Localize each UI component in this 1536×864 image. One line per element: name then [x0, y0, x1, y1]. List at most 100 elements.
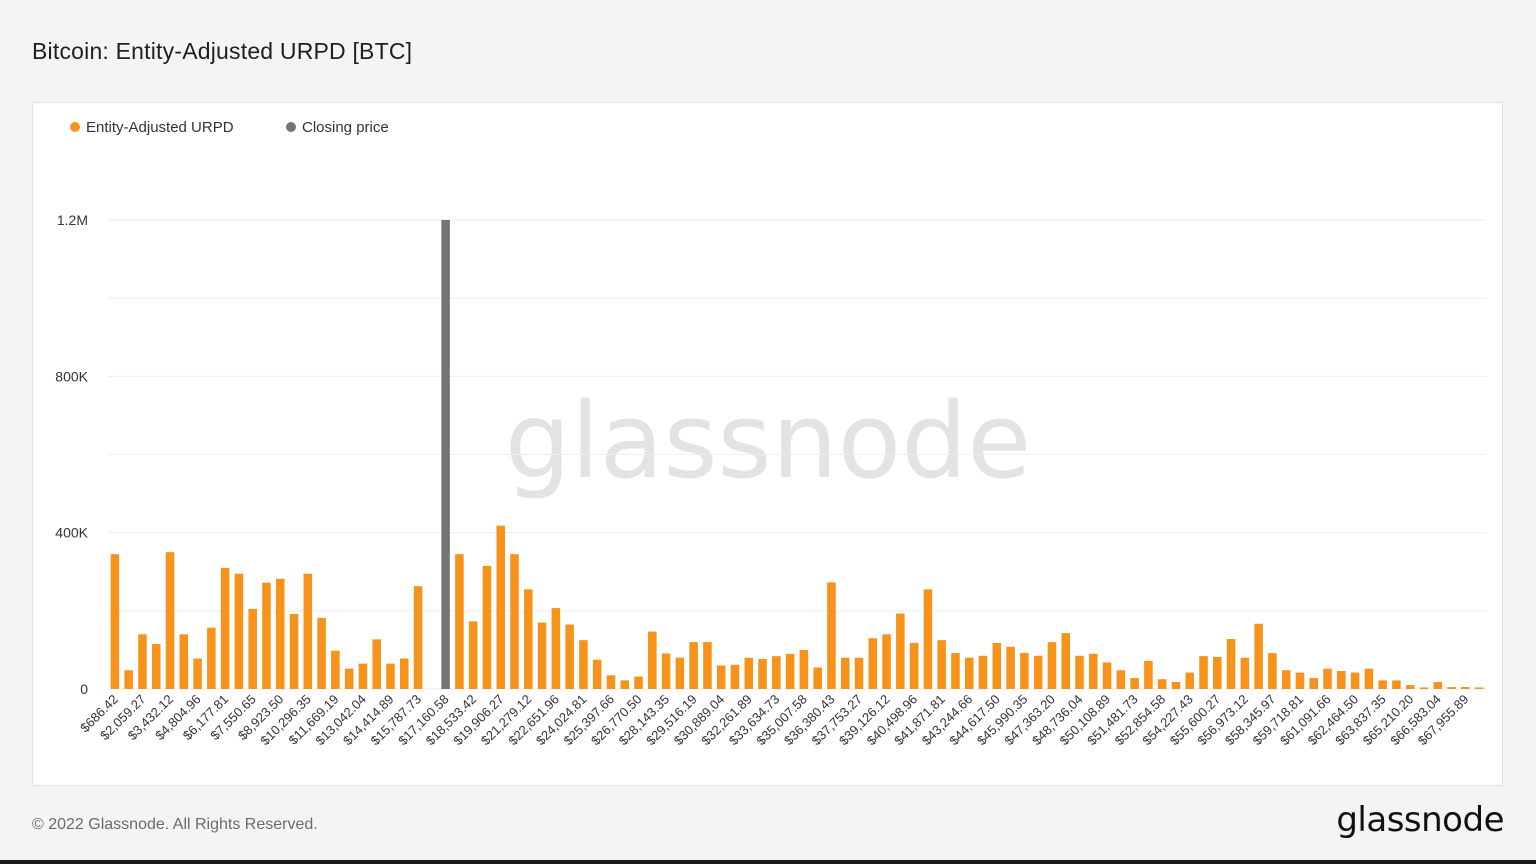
urpd-bar[interactable] [399, 658, 409, 689]
urpd-bar[interactable] [744, 657, 754, 689]
urpd-bar[interactable] [923, 589, 933, 689]
urpd-bar[interactable] [840, 657, 850, 689]
urpd-bar[interactable] [716, 665, 726, 689]
urpd-bar[interactable] [303, 573, 313, 689]
urpd-bar[interactable] [165, 552, 175, 689]
urpd-bar[interactable] [289, 613, 299, 689]
urpd-bar[interactable] [606, 675, 616, 689]
urpd-bar[interactable] [1102, 662, 1112, 689]
closing-price-bar[interactable] [441, 220, 450, 689]
urpd-bar[interactable] [1378, 680, 1387, 689]
urpd-bar[interactable] [331, 650, 340, 689]
urpd-bar[interactable] [1006, 646, 1015, 689]
urpd-bar[interactable] [758, 658, 767, 689]
urpd-bar[interactable] [537, 622, 547, 689]
urpd-bar[interactable] [482, 565, 492, 689]
urpd-bar[interactable] [661, 653, 671, 689]
urpd-bar[interactable] [1226, 638, 1236, 689]
urpd-bar[interactable] [978, 655, 988, 689]
urpd-bar[interactable] [1033, 655, 1043, 689]
urpd-bar[interactable] [634, 676, 643, 689]
urpd-bar[interactable] [262, 582, 271, 689]
urpd-bar[interactable] [772, 656, 781, 689]
urpd-bar[interactable] [151, 644, 161, 689]
urpd-bar[interactable] [1405, 685, 1415, 689]
urpd-bar[interactable] [1461, 687, 1470, 689]
urpd-bar[interactable] [1419, 687, 1429, 689]
urpd-bar[interactable] [1295, 672, 1305, 689]
urpd-bar[interactable] [1309, 678, 1319, 689]
urpd-bar[interactable] [358, 663, 368, 689]
urpd-bar[interactable] [937, 640, 946, 689]
urpd-bar[interactable] [909, 642, 919, 689]
urpd-bar[interactable] [138, 634, 147, 689]
urpd-bar[interactable] [124, 670, 133, 689]
urpd-bar[interactable] [1185, 672, 1195, 689]
urpd-bar[interactable] [234, 573, 244, 689]
urpd-bar[interactable] [1020, 653, 1029, 689]
urpd-bar[interactable] [703, 642, 712, 689]
urpd-bar[interactable] [648, 631, 657, 689]
urpd-bar[interactable] [827, 582, 836, 689]
urpd-bar[interactable] [565, 624, 574, 689]
urpd-bar[interactable] [675, 657, 685, 689]
urpd-bar[interactable] [1474, 687, 1484, 689]
urpd-bar[interactable] [1075, 655, 1084, 689]
legend-item-closing-price[interactable]: Closing price [286, 119, 389, 136]
urpd-bar[interactable] [992, 642, 1002, 689]
urpd-bar[interactable] [1047, 642, 1057, 689]
urpd-bar[interactable] [620, 680, 630, 689]
urpd-bar[interactable] [344, 668, 354, 689]
urpd-bar[interactable] [275, 578, 285, 689]
urpd-bar[interactable] [1171, 681, 1181, 689]
urpd-bar[interactable] [1433, 681, 1443, 689]
urpd-bar[interactable] [964, 657, 974, 689]
urpd-bar[interactable] [1061, 633, 1070, 689]
urpd-bar[interactable] [813, 667, 822, 689]
urpd-bar[interactable] [785, 653, 795, 689]
urpd-bar[interactable] [896, 613, 905, 689]
urpd-bar[interactable] [730, 664, 740, 689]
urpd-bar[interactable] [1281, 670, 1291, 689]
legend-item-urpd[interactable]: Entity-Adjusted URPD [70, 119, 234, 136]
urpd-bar[interactable] [1130, 678, 1139, 689]
urpd-bar[interactable] [882, 634, 891, 689]
urpd-bar[interactable] [193, 658, 202, 689]
urpd-bar[interactable] [1254, 623, 1263, 689]
urpd-bar[interactable] [1447, 687, 1456, 689]
glassnode-logo[interactable]: glassnode [1336, 800, 1504, 840]
urpd-bar[interactable] [386, 663, 395, 689]
urpd-bar[interactable] [110, 554, 120, 689]
urpd-bar[interactable] [592, 659, 602, 689]
urpd-bar[interactable] [468, 621, 478, 689]
urpd-bar[interactable] [1268, 653, 1277, 689]
urpd-bar[interactable] [1144, 660, 1153, 689]
urpd-bar[interactable] [220, 567, 230, 689]
urpd-bar[interactable] [1240, 657, 1250, 689]
urpd-bar[interactable] [413, 586, 423, 689]
urpd-bar[interactable] [510, 554, 519, 689]
urpd-bar[interactable] [524, 589, 533, 689]
urpd-bar[interactable] [579, 640, 588, 689]
urpd-bar[interactable] [1116, 670, 1126, 689]
urpd-bar[interactable] [868, 638, 878, 689]
urpd-bar[interactable] [799, 649, 809, 689]
urpd-bar[interactable] [1088, 653, 1098, 689]
urpd-bar[interactable] [207, 627, 216, 689]
urpd-bar[interactable] [248, 608, 257, 689]
urpd-bar[interactable] [854, 657, 864, 689]
urpd-bar[interactable] [1213, 656, 1222, 689]
urpd-bar[interactable] [1364, 668, 1374, 689]
urpd-bar[interactable] [689, 642, 698, 689]
urpd-bar[interactable] [317, 617, 326, 689]
urpd-bar[interactable] [551, 608, 561, 689]
urpd-bar[interactable] [1350, 672, 1360, 689]
urpd-bar[interactable] [1199, 656, 1208, 689]
urpd-bar[interactable] [1337, 671, 1346, 689]
urpd-bar[interactable] [951, 653, 960, 689]
urpd-bar[interactable] [1157, 679, 1167, 689]
urpd-bar[interactable] [455, 554, 464, 689]
urpd-bar[interactable] [179, 634, 189, 689]
urpd-bar[interactable] [1323, 668, 1332, 689]
urpd-bar[interactable] [372, 639, 381, 689]
